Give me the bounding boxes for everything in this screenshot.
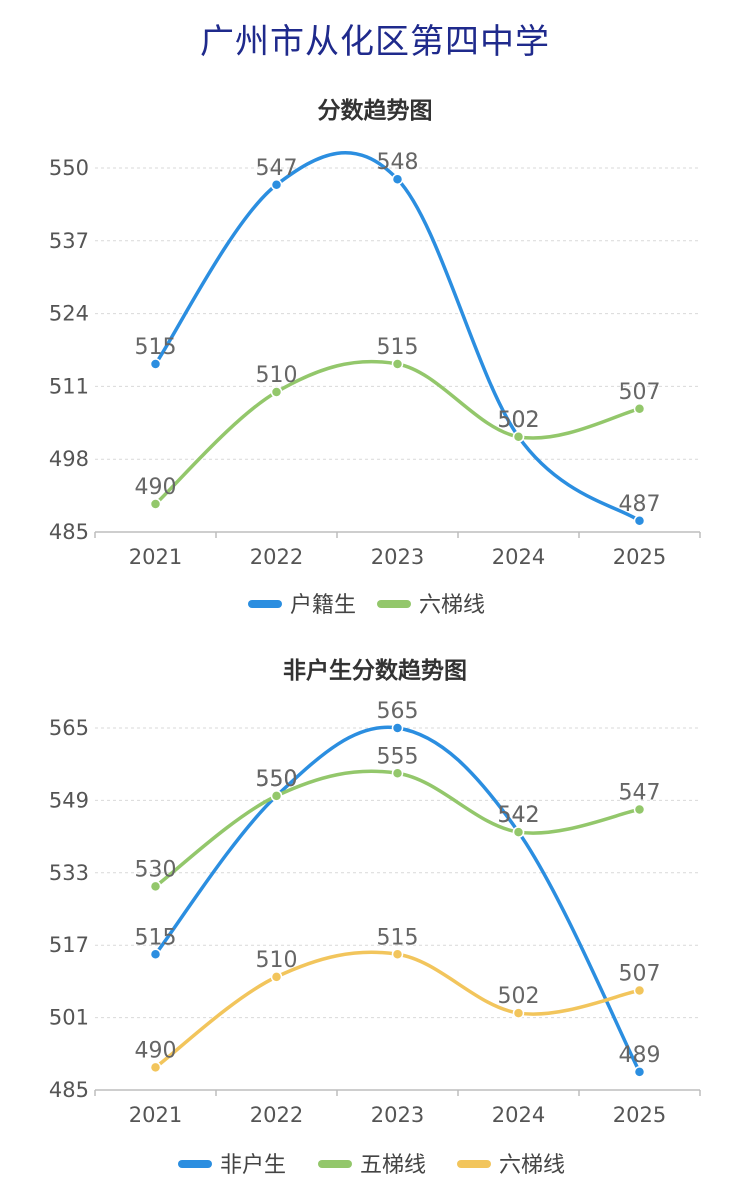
legend-swatch[interactable] [248, 600, 282, 608]
x-tick-label: 2022 [250, 1103, 303, 1127]
data-point [391, 722, 404, 734]
data-point [512, 431, 525, 443]
x-tick-label: 2025 [613, 545, 666, 569]
x-tick-label: 2021 [129, 545, 182, 569]
y-tick-label: 524 [49, 302, 89, 326]
x-tick-label: 2023 [371, 1103, 424, 1127]
x-tick-label: 2023 [371, 545, 424, 569]
legend-swatch[interactable] [178, 1160, 212, 1168]
data-point [149, 1061, 162, 1074]
data-point [149, 880, 162, 893]
y-tick-label: 537 [49, 229, 89, 253]
y-tick-label: 550 [49, 156, 89, 180]
data-label: 515 [377, 925, 419, 950]
data-point [633, 984, 646, 997]
data-label: 550 [256, 767, 298, 792]
legend-swatch[interactable] [318, 1160, 352, 1168]
data-label: 542 [498, 803, 540, 828]
score-trend-chart: 分数趋势图 485 498 511 524 537 550 2021 2022 2023 2024 2… [49, 98, 701, 618]
x-tick-label: 2022 [250, 545, 303, 569]
legend-label[interactable]: 五梯线 [360, 1153, 426, 1178]
data-point [391, 948, 404, 960]
data-point [270, 971, 283, 983]
data-point [391, 358, 404, 370]
legend-swatch[interactable] [377, 600, 411, 608]
series-line [154, 769, 640, 888]
data-point [633, 803, 646, 816]
y-tick-label: 501 [49, 1006, 89, 1030]
data-point [391, 767, 404, 779]
chart-title: 分数趋势图 [318, 98, 433, 124]
data-label: 490 [135, 475, 177, 500]
data-label: 515 [135, 925, 177, 950]
data-point [391, 173, 404, 185]
x-tick-label: 2021 [129, 1103, 182, 1127]
x-tick-label: 2025 [613, 1103, 666, 1127]
data-label: 565 [377, 699, 419, 724]
data-label: 542 [498, 803, 540, 828]
data-point [270, 790, 283, 802]
y-tick-label: 517 [49, 933, 89, 957]
legend-label[interactable]: 户籍生 [290, 593, 356, 618]
y-tick-label: 485 [49, 1078, 89, 1102]
data-label: 515 [135, 335, 177, 360]
data-label: 548 [377, 150, 419, 175]
y-tick-label: 511 [49, 374, 89, 398]
y-tick-label: 498 [49, 447, 89, 471]
page-title: 广州市从化区第四中学 [200, 22, 550, 62]
y-tick-label: 485 [49, 520, 89, 544]
data-label: 547 [256, 156, 298, 181]
legend-swatch[interactable] [457, 1160, 491, 1168]
x-tick-label: 2024 [492, 545, 545, 569]
data-label: 507 [619, 961, 661, 986]
data-point [270, 179, 283, 191]
non-hukou-score-trend-chart: 非户生分数趋势图 485 501 517 533 549 565 2021 2022 2023 20… [49, 657, 701, 1178]
data-label: 502 [498, 408, 540, 433]
data-point [149, 948, 162, 960]
data-label: 489 [619, 1043, 661, 1068]
x-tick-label: 2024 [492, 1103, 545, 1127]
data-label: 510 [256, 948, 298, 973]
data-label: 510 [256, 363, 298, 388]
data-label: 502 [498, 408, 540, 433]
y-tick-label: 565 [49, 716, 89, 740]
legend-label[interactable]: 非户生 [220, 1153, 286, 1178]
y-tick-label: 533 [49, 861, 89, 885]
data-label: 507 [619, 380, 661, 405]
data-label: 487 [619, 492, 661, 517]
chart-title: 非户生分数趋势图 [283, 657, 467, 684]
data-point [633, 1066, 646, 1078]
data-point [633, 515, 646, 527]
data-point [633, 403, 646, 415]
data-point [512, 826, 525, 838]
legend-label[interactable]: 六梯线 [499, 1153, 565, 1178]
data-label: 530 [135, 857, 177, 882]
series-line [154, 950, 640, 1069]
data-point [270, 386, 283, 398]
data-label: 550 [256, 767, 298, 792]
data-label: 515 [377, 335, 419, 360]
data-label: 555 [377, 744, 419, 769]
data-label: 490 [135, 1038, 177, 1063]
data-label: 547 [619, 780, 661, 805]
data-point [512, 1007, 525, 1019]
data-point [149, 498, 162, 510]
data-point [149, 358, 162, 370]
data-label: 502 [498, 984, 540, 1009]
y-tick-label: 549 [49, 788, 89, 812]
legend-label[interactable]: 六梯线 [419, 593, 485, 618]
